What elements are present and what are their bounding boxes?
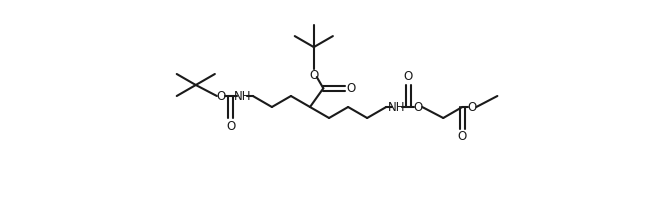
Text: NH: NH [388, 100, 405, 113]
Text: NH: NH [234, 89, 252, 102]
Text: O: O [309, 69, 318, 82]
Text: O: O [404, 71, 413, 84]
Text: O: O [226, 120, 236, 132]
Text: O: O [216, 89, 226, 102]
Text: O: O [468, 100, 477, 113]
Text: O: O [458, 131, 467, 144]
Text: O: O [414, 100, 423, 113]
Text: O: O [347, 82, 356, 95]
